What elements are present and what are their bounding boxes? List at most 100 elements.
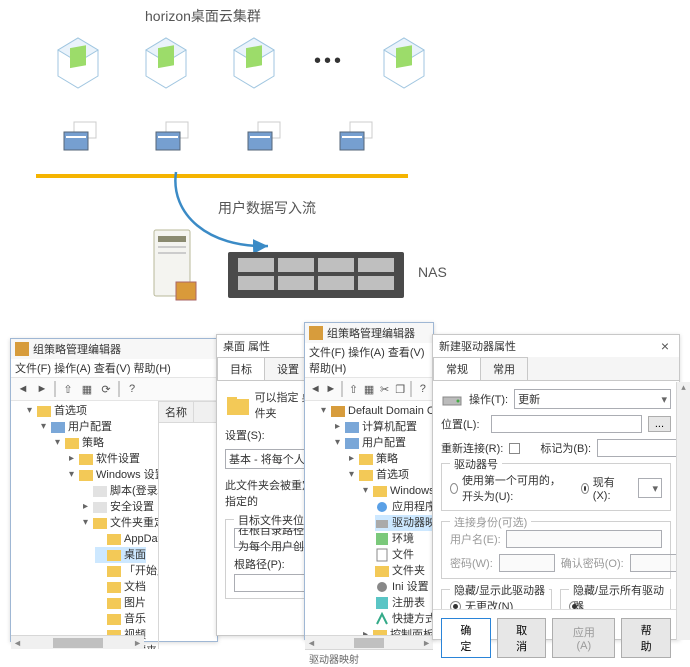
refresh-button[interactable]: ⟳: [97, 380, 115, 398]
tree-node[interactable]: Windows 设置: [96, 467, 158, 483]
location-label: 位置(L):: [441, 416, 485, 432]
cube-icon: [136, 32, 196, 90]
cut-button[interactable]: ✂: [377, 380, 392, 398]
fwd-button[interactable]: ►: [33, 380, 51, 398]
tree-node[interactable]: AppData(Roaming): [124, 531, 158, 547]
reconnect-checkbox[interactable]: [509, 443, 520, 454]
nas-label: NAS: [418, 264, 447, 280]
location-input[interactable]: [491, 415, 642, 433]
server-icon: [142, 226, 204, 308]
scrollbar-horizontal[interactable]: ◄►: [11, 635, 144, 649]
show-button[interactable]: ▦: [78, 380, 96, 398]
tree-node[interactable]: 策略: [82, 435, 104, 451]
tree-node[interactable]: 用户配置: [362, 435, 406, 451]
dialog-title: 新建驱动器属性: [433, 335, 679, 357]
tree-node[interactable]: 快捷方式: [392, 611, 433, 627]
menu-bar[interactable]: 文件(F) 操作(A) 查看(V) 帮助(H): [11, 359, 217, 378]
tree-root[interactable]: Default Domain Controllers Poli: [348, 403, 433, 419]
folder-icon: [246, 120, 284, 152]
folder-icon: [62, 120, 100, 152]
cube-icon: [48, 32, 108, 90]
tree-node[interactable]: Ini 设置: [392, 579, 429, 595]
confirm-label: 确认密码(O):: [561, 555, 624, 571]
driveletter-legend: 驱动器号: [450, 456, 502, 472]
reconnect-label: 重新连接(R):: [441, 440, 503, 456]
help-button[interactable]: ?: [123, 380, 141, 398]
tree-node[interactable]: 策略: [376, 451, 398, 467]
menu-bar[interactable]: 文件(F) 操作(A) 查看(V) 帮助(H): [305, 343, 433, 378]
radio-nochange[interactable]: 无更改(N): [450, 598, 513, 609]
page-scrollbar-vertical[interactable]: ▴: [676, 382, 690, 640]
tree-node[interactable]: 注册表: [392, 595, 425, 611]
toolbar: ◄ ► ⇧ ▦ ✂ ❐ ?: [305, 378, 433, 401]
up-button[interactable]: ⇧: [59, 380, 77, 398]
driveletter-combo[interactable]: [638, 478, 662, 498]
window-title-bar: 组策略管理编辑器: [305, 323, 433, 343]
browse-button[interactable]: ...: [648, 416, 671, 432]
help-button[interactable]: ?: [415, 380, 430, 398]
copy-button[interactable]: ❐: [393, 380, 408, 398]
cube-icon: [224, 32, 284, 90]
tree-node-selected[interactable]: 驱动器映射: [392, 515, 433, 531]
desktop-cube: [48, 32, 108, 90]
tree-node[interactable]: 环境: [392, 531, 414, 547]
tree-node[interactable]: 脚本(登录/注销): [110, 483, 158, 499]
tree-node[interactable]: 软件设置: [96, 451, 140, 467]
tree-node[interactable]: 计算机配置: [362, 419, 417, 435]
tree-node[interactable]: 首选项: [376, 467, 409, 483]
tree-node[interactable]: 图片: [124, 595, 146, 611]
tab-target[interactable]: 目标: [217, 357, 265, 380]
mark-input[interactable]: [597, 439, 679, 457]
tree-node[interactable]: 文档: [124, 579, 146, 595]
conn-legend: 连接身份(可选): [450, 514, 531, 530]
tree-node[interactable]: 用户配置: [68, 419, 112, 435]
hidethis-legend: 隐藏/显示此驱动器: [450, 582, 549, 598]
action-label: 操作(T):: [469, 391, 508, 407]
app-icon: [15, 342, 29, 356]
radio-existing[interactable]: 现有(X):: [581, 474, 618, 502]
user-input: [506, 530, 662, 548]
tab-general[interactable]: 常规: [433, 357, 481, 380]
window-title: 组策略管理编辑器: [33, 341, 121, 357]
drive-properties-dialog: 新建驱动器属性 × 常规 常用 操作(T): 更新 位置(L): ... 重新连…: [432, 334, 680, 640]
column-name[interactable]: 名称: [159, 402, 194, 422]
back-button[interactable]: ◄: [14, 380, 32, 398]
tree-node[interactable]: Windows 设置: [390, 483, 433, 499]
column-header[interactable]: 名称: [159, 401, 217, 423]
tree-node[interactable]: 「开始」菜单: [124, 563, 158, 579]
tree-pane: ▾首选项 ▾用户配置 ▾策略 ▸软件设置 ▾Windows 设置 脚本(登录/注…: [11, 401, 159, 649]
action-combo[interactable]: 更新: [514, 389, 671, 409]
folder-icon: [154, 120, 192, 152]
radio-usefirst[interactable]: 使用第一个可用的，开头为(U):: [450, 472, 561, 504]
tree-node-selected[interactable]: 桌面: [124, 547, 146, 563]
dialog-buttons: 确定 取消 应用(A) 帮助: [433, 609, 679, 666]
tree-node[interactable]: 应用程序: [392, 499, 433, 515]
tab-common[interactable]: 常用: [480, 357, 528, 380]
list-button[interactable]: ▦: [362, 380, 377, 398]
window-title-bar: 组策略管理编辑器: [11, 339, 217, 359]
pass-label: 密码(W):: [450, 555, 493, 571]
nas-icon: [228, 252, 404, 298]
scrollbar-horizontal[interactable]: ◄►: [305, 635, 433, 649]
hideall-legend: 隐藏/显示所有驱动器: [569, 582, 670, 609]
cancel-button[interactable]: 取消: [497, 618, 547, 658]
tree-node[interactable]: 文件夹重定向: [110, 515, 158, 531]
up-button[interactable]: ⇧: [346, 380, 361, 398]
window-title: 组策略管理编辑器: [327, 325, 415, 341]
tree-node[interactable]: 安全设置: [110, 499, 154, 515]
desktop-cube: [224, 32, 284, 90]
separator: [118, 381, 120, 397]
back-button[interactable]: ◄: [308, 380, 323, 398]
tree-node[interactable]: 文件: [392, 547, 414, 563]
close-button[interactable]: ×: [657, 339, 673, 355]
gp-editor-window: 组策略管理编辑器 文件(F) 操作(A) 查看(V) 帮助(H) ◄ ► ⇧ ▦…: [10, 338, 218, 642]
tree-node[interactable]: 首选项: [54, 403, 87, 419]
tree-node[interactable]: 音乐: [124, 611, 146, 627]
cube-row: •••: [48, 32, 434, 90]
tree-node[interactable]: 文件夹: [392, 563, 425, 579]
help-button[interactable]: 帮助: [621, 618, 671, 658]
fwd-button[interactable]: ►: [324, 380, 339, 398]
app-icon: [309, 326, 323, 340]
apply-button[interactable]: 应用(A): [552, 618, 615, 658]
ok-button[interactable]: 确定: [441, 618, 491, 658]
